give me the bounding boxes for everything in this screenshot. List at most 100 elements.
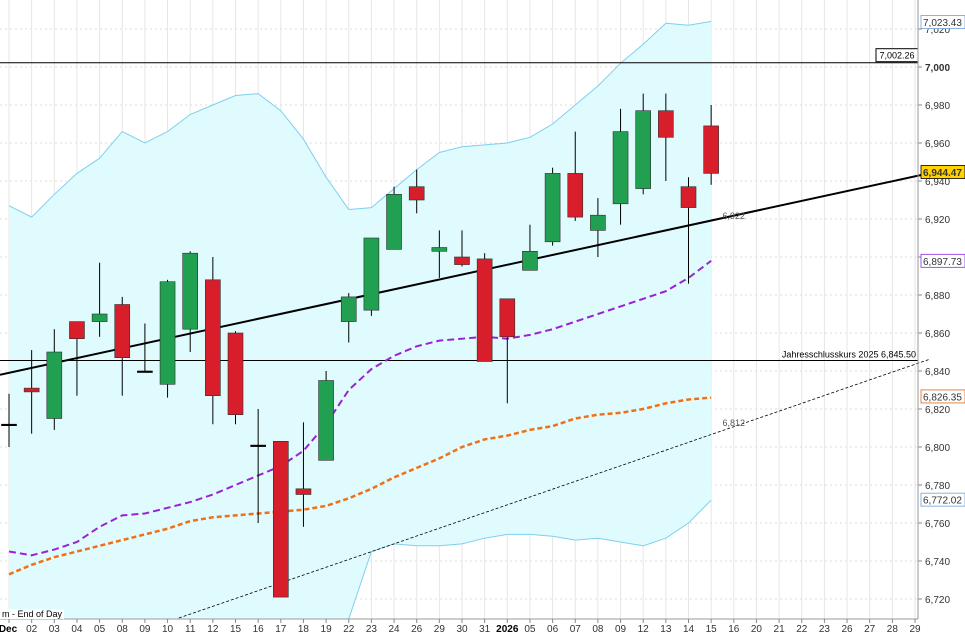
candle-body xyxy=(340,296,357,322)
reference-label: 7,002.26 xyxy=(879,51,914,61)
y-tick-label: 6,920 xyxy=(925,215,950,226)
x-tick-label: 08 xyxy=(117,624,129,635)
y-tick-label: 6,860 xyxy=(925,329,950,340)
candle-body xyxy=(272,440,289,598)
x-tick-label: Dec xyxy=(0,624,18,635)
x-tick-label: 16 xyxy=(253,624,265,635)
x-tick-label: 20 xyxy=(751,624,763,635)
x-tick-label: 26 xyxy=(411,624,423,635)
x-tick-label: 09 xyxy=(139,624,151,635)
x-tick-label: 09 xyxy=(615,624,627,635)
x-tick-label: 26 xyxy=(841,624,853,635)
price-label-box xyxy=(920,389,965,404)
x-tick-label: 24 xyxy=(388,624,400,635)
y-tick-label: 6,760 xyxy=(925,519,950,530)
x-tick-label: 05 xyxy=(94,624,106,635)
reference-label: Jahresschlusskurs 2025 6,845.50 xyxy=(782,350,916,360)
price-label: 6,897.73 xyxy=(923,257,962,268)
x-tick-label: 31 xyxy=(479,624,491,635)
candle-body xyxy=(386,194,402,250)
trend-line xyxy=(0,172,929,376)
x-tick-label: 10 xyxy=(162,624,174,635)
candle-body xyxy=(114,304,131,359)
x-tick-label: 22 xyxy=(796,624,808,635)
y-tick-label: 6,720 xyxy=(925,595,950,606)
candle-body xyxy=(91,313,108,322)
y-tick-label: 6,980 xyxy=(925,101,950,112)
x-tick-label: 02 xyxy=(26,624,38,635)
y-tick-label: 6,840 xyxy=(925,367,950,378)
candle-body xyxy=(635,110,652,189)
candle-body xyxy=(205,279,221,396)
x-tick-label: 06 xyxy=(547,624,559,635)
trend-line-label: 6,922 xyxy=(722,211,745,221)
x-tick-label: 23 xyxy=(819,624,831,635)
candle-body xyxy=(476,258,493,362)
x-tick-label: 15 xyxy=(230,624,242,635)
y-tick-label: 6,820 xyxy=(925,405,950,416)
y-tick-label: 6,940 xyxy=(925,177,950,188)
candle-body xyxy=(363,237,380,311)
x-tick-label: 12 xyxy=(207,624,219,635)
candle-body xyxy=(680,186,697,208)
candle-body xyxy=(227,332,244,415)
price-label: 6,772.02 xyxy=(923,496,962,507)
candle-body xyxy=(137,370,153,373)
candle-body xyxy=(295,488,312,495)
candle-body xyxy=(250,444,266,447)
x-tick-label: 30 xyxy=(456,624,468,635)
candle-body xyxy=(69,321,85,340)
candle-body xyxy=(544,173,561,243)
x-tick-label: 03 xyxy=(49,624,61,635)
x-tick-label: 19 xyxy=(321,624,333,635)
x-tick-label: 12 xyxy=(638,624,650,635)
candle-body xyxy=(454,256,470,265)
candle-body xyxy=(612,131,629,205)
y-tick-label: 6,800 xyxy=(925,443,950,454)
candle-body xyxy=(658,110,674,138)
bollinger-upper-line xyxy=(8,20,712,218)
support-line-label: 6,812 xyxy=(722,418,745,428)
x-tick-label: 17 xyxy=(275,624,287,635)
x-tick-label: 16 xyxy=(728,624,740,635)
x-tick-label: 07 xyxy=(570,624,582,635)
y-tick-label: 7,000 xyxy=(925,63,950,74)
candle-body xyxy=(431,247,448,252)
y-tick-label: 6,740 xyxy=(925,557,950,568)
candle-body xyxy=(590,214,606,231)
candle-body xyxy=(182,252,198,330)
x-tick-label: 13 xyxy=(660,624,672,635)
bollinger-band-fill xyxy=(9,21,712,619)
price-label-box xyxy=(920,253,965,268)
candle-body xyxy=(522,251,538,271)
moving-average-long xyxy=(8,396,712,576)
x-tick-label: 2026 xyxy=(496,624,519,635)
x-tick-label: 21 xyxy=(774,624,786,635)
x-tick-label: 18 xyxy=(298,624,310,635)
x-tick-label: 23 xyxy=(366,624,378,635)
candle-body xyxy=(23,387,40,393)
x-tick-label: 08 xyxy=(592,624,604,635)
candle-body xyxy=(1,423,17,427)
x-tick-label: 15 xyxy=(706,624,718,635)
price-label: 6,826.35 xyxy=(923,392,962,403)
x-tick-label: 22 xyxy=(343,624,355,635)
x-tick-label: 05 xyxy=(524,624,536,635)
candle-body xyxy=(703,125,719,174)
price-label-box xyxy=(920,15,965,29)
y-tick-label: 6,780 xyxy=(925,481,950,492)
y-tick-label: 6,880 xyxy=(925,291,950,302)
x-tick-label: 11 xyxy=(185,624,196,635)
candle-body xyxy=(567,173,584,218)
footer-note: m - End of Day xyxy=(0,609,65,619)
candle-body xyxy=(408,186,425,201)
y-tick-label: 7,020 xyxy=(925,25,950,36)
x-tick-label: 04 xyxy=(71,624,83,635)
x-tick-label: 14 xyxy=(683,624,695,635)
candle-body xyxy=(499,298,516,338)
price-label: 7,023.43 xyxy=(923,18,962,29)
moving-average-short xyxy=(8,260,712,557)
candle-body xyxy=(318,380,334,461)
